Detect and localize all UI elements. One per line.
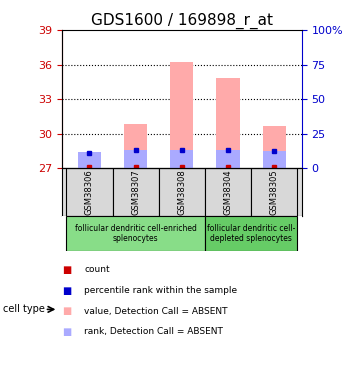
Bar	[205, 168, 251, 216]
Text: rank, Detection Call = ABSENT: rank, Detection Call = ABSENT	[84, 327, 223, 336]
Bar	[66, 216, 205, 251]
Text: GSM38306: GSM38306	[85, 169, 94, 215]
Bar	[263, 126, 286, 168]
Text: GSM38308: GSM38308	[177, 169, 186, 215]
Text: value, Detection Call = ABSENT: value, Detection Call = ABSENT	[84, 307, 227, 316]
Bar	[216, 78, 239, 168]
Bar	[124, 124, 147, 168]
Text: ■: ■	[62, 286, 71, 296]
Text: cell type: cell type	[3, 304, 45, 314]
Bar	[216, 150, 239, 168]
Bar	[66, 168, 113, 216]
Text: percentile rank within the sample: percentile rank within the sample	[84, 286, 237, 295]
Text: GSM38307: GSM38307	[131, 169, 140, 215]
Text: ■: ■	[62, 265, 71, 275]
Text: GSM38304: GSM38304	[223, 169, 233, 215]
Bar	[78, 166, 101, 168]
Bar	[170, 62, 193, 168]
Bar	[170, 150, 193, 168]
Bar	[159, 168, 205, 216]
Text: GSM38305: GSM38305	[270, 169, 279, 215]
Text: count: count	[84, 266, 110, 274]
Bar	[205, 216, 297, 251]
Bar	[124, 150, 147, 168]
Text: ■: ■	[62, 306, 71, 316]
Text: follicular dendritic cell-
depleted splenocytes: follicular dendritic cell- depleted sple…	[207, 224, 295, 243]
Bar	[251, 168, 297, 216]
Bar	[78, 152, 101, 168]
Bar	[263, 151, 286, 168]
Bar	[113, 168, 159, 216]
Text: ■: ■	[62, 327, 71, 337]
Text: follicular dendritic cell-enriched
splenocytes: follicular dendritic cell-enriched splen…	[75, 224, 197, 243]
Title: GDS1600 / 169898_r_at: GDS1600 / 169898_r_at	[91, 12, 273, 28]
